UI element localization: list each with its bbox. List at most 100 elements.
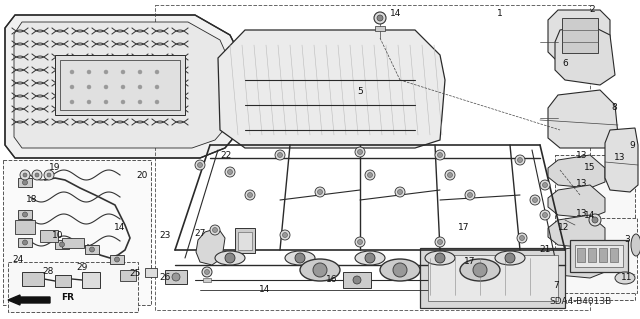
Text: 2: 2: [589, 5, 595, 14]
Bar: [22, 272, 44, 286]
Circle shape: [70, 100, 74, 104]
Circle shape: [155, 100, 159, 104]
Circle shape: [355, 237, 365, 247]
Text: 23: 23: [159, 232, 171, 241]
Circle shape: [104, 100, 108, 104]
Text: 22: 22: [220, 151, 232, 160]
Ellipse shape: [380, 259, 420, 281]
Bar: [428, 255, 558, 301]
Circle shape: [22, 240, 28, 245]
Circle shape: [518, 158, 522, 162]
Bar: [343, 272, 371, 288]
Text: 20: 20: [136, 172, 148, 181]
Text: FR: FR: [61, 293, 74, 301]
Text: 10: 10: [52, 231, 64, 240]
Text: 8: 8: [611, 102, 617, 112]
Circle shape: [22, 212, 28, 217]
Circle shape: [172, 273, 180, 281]
Ellipse shape: [631, 234, 640, 256]
Text: 16: 16: [326, 276, 338, 285]
Text: 14: 14: [390, 9, 402, 18]
Text: 18: 18: [26, 196, 38, 204]
Bar: [375, 26, 385, 31]
Circle shape: [397, 189, 403, 195]
Text: 13: 13: [576, 179, 588, 188]
Text: 26: 26: [159, 273, 171, 283]
Polygon shape: [548, 185, 605, 218]
Text: 3: 3: [624, 235, 630, 244]
Ellipse shape: [355, 251, 385, 265]
Circle shape: [435, 237, 445, 247]
Circle shape: [104, 85, 108, 89]
Circle shape: [44, 170, 54, 180]
Ellipse shape: [300, 259, 340, 281]
Circle shape: [365, 253, 375, 263]
Circle shape: [358, 240, 362, 244]
Circle shape: [138, 85, 142, 89]
Text: 14: 14: [115, 224, 125, 233]
Circle shape: [87, 85, 91, 89]
Circle shape: [121, 100, 125, 104]
Text: 6: 6: [562, 58, 568, 68]
Circle shape: [438, 152, 442, 158]
Circle shape: [32, 170, 42, 180]
Text: 25: 25: [129, 270, 141, 278]
Circle shape: [465, 190, 475, 200]
Circle shape: [540, 210, 550, 220]
Text: 29: 29: [76, 263, 88, 272]
Circle shape: [435, 150, 445, 160]
Circle shape: [225, 253, 235, 263]
Circle shape: [22, 180, 28, 185]
Circle shape: [90, 247, 95, 252]
Circle shape: [195, 160, 205, 170]
Circle shape: [155, 85, 159, 89]
Circle shape: [592, 217, 598, 223]
Ellipse shape: [615, 272, 635, 284]
Circle shape: [104, 70, 108, 74]
Text: 11: 11: [621, 273, 633, 283]
Circle shape: [87, 100, 91, 104]
Circle shape: [138, 100, 142, 104]
Circle shape: [315, 187, 325, 197]
Bar: [562, 18, 598, 53]
Circle shape: [23, 173, 27, 177]
Bar: [155, 5, 590, 310]
Circle shape: [280, 230, 290, 240]
Circle shape: [227, 169, 232, 174]
Ellipse shape: [215, 251, 245, 265]
Bar: [8, 262, 138, 312]
Circle shape: [282, 233, 287, 238]
Circle shape: [225, 167, 235, 177]
Circle shape: [367, 173, 372, 177]
Polygon shape: [548, 155, 605, 188]
Text: 21: 21: [540, 246, 550, 255]
Bar: [55, 240, 69, 249]
Circle shape: [313, 263, 327, 277]
Bar: [599, 248, 607, 262]
Circle shape: [295, 253, 305, 263]
Bar: [420, 248, 565, 308]
Bar: [203, 278, 211, 282]
Circle shape: [70, 70, 74, 74]
Circle shape: [121, 85, 125, 89]
Bar: [120, 270, 136, 281]
Polygon shape: [548, 90, 618, 148]
Circle shape: [245, 190, 255, 200]
Circle shape: [532, 197, 538, 203]
Circle shape: [70, 85, 74, 89]
Text: 9: 9: [629, 140, 635, 150]
Circle shape: [438, 240, 442, 244]
Bar: [82, 272, 100, 288]
Text: 27: 27: [195, 229, 205, 239]
Circle shape: [377, 15, 383, 21]
Text: 19: 19: [49, 164, 61, 173]
Text: 17: 17: [464, 257, 476, 266]
Polygon shape: [218, 30, 445, 148]
Circle shape: [248, 192, 253, 197]
Bar: [62, 238, 84, 248]
Polygon shape: [5, 15, 240, 158]
Text: SDA4-B4013B: SDA4-B4013B: [549, 298, 611, 307]
Text: 14: 14: [584, 211, 596, 219]
Bar: [18, 238, 32, 247]
Circle shape: [447, 173, 452, 177]
